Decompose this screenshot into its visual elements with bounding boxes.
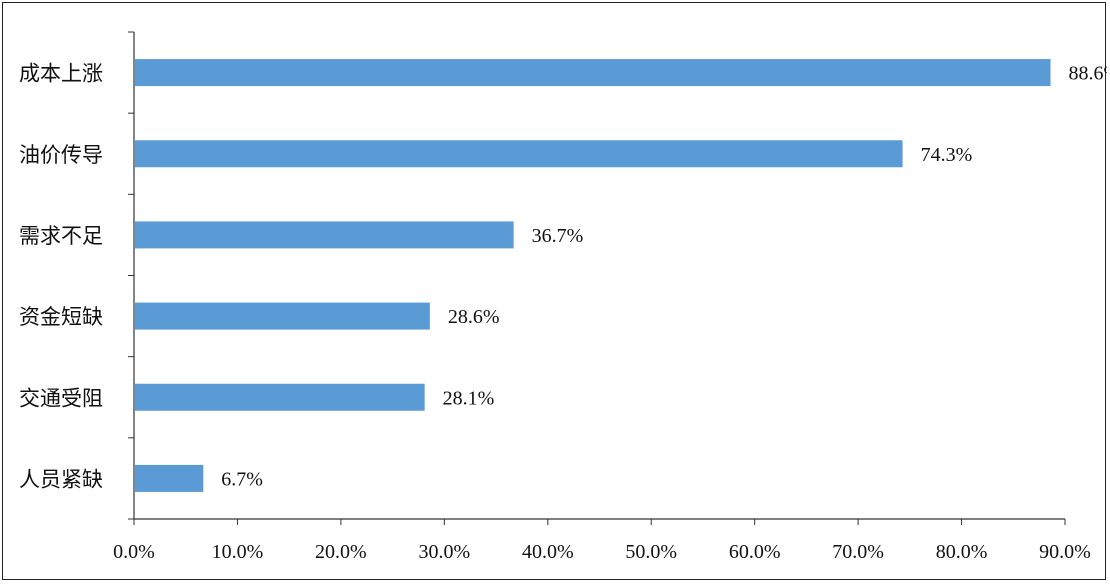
data-label: 28.1% [443, 387, 495, 409]
x-tick-label: 90.0% [1039, 541, 1091, 563]
category-label: 成本上涨 [19, 62, 103, 86]
category-label: 油价传导 [19, 143, 103, 167]
data-label: 74.3% [921, 144, 973, 166]
data-label: 28.6% [448, 306, 500, 328]
bar [135, 140, 903, 168]
bar-chart: 0.0% 10.0% 20.0% 30.0% 40.0% 50.0% 60.0% 70.0% 8… [19, 31, 1107, 563]
x-tick-label: 50.0% [625, 541, 677, 563]
x-tick-label: 40.0% [522, 541, 574, 563]
x-tick-label: 60.0% [729, 541, 781, 563]
data-label: 6.7% [221, 468, 263, 490]
data-label: 88.6% [1069, 63, 1107, 85]
category-label: 交通受阻 [19, 386, 103, 410]
bar [135, 464, 204, 492]
x-tick-label: 20.0% [315, 541, 367, 563]
x-tick-label: 30.0% [418, 541, 470, 563]
category-label: 需求不足 [19, 224, 103, 248]
x-tick-label: 70.0% [832, 541, 884, 563]
bar [135, 221, 514, 249]
data-label: 36.7% [532, 225, 584, 247]
x-tick-label: 10.0% [212, 541, 264, 563]
category-label: 资金短缺 [19, 305, 103, 329]
bar [135, 59, 1051, 87]
x-tick-label: 80.0% [936, 541, 988, 563]
category-label: 人员紧缺 [19, 467, 103, 491]
bar [135, 302, 430, 330]
x-tick-label: 0.0% [113, 541, 155, 563]
bar [135, 383, 425, 411]
